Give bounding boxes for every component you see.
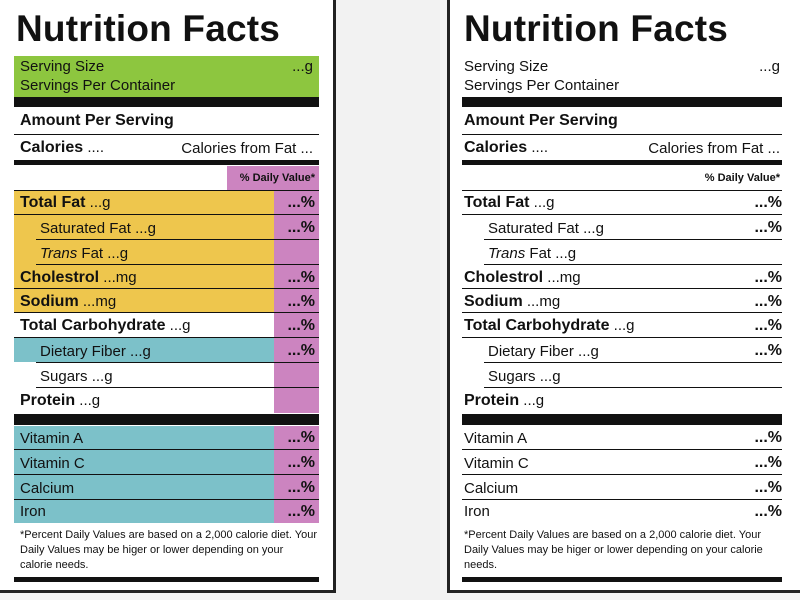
divider — [14, 134, 319, 135]
vitamin-row: Iron ...% — [20, 502, 315, 521]
thick-divider — [462, 414, 782, 425]
vitamin-row: Iron ...% — [464, 502, 782, 521]
serving-size-label: Serving Size — [20, 58, 105, 75]
serving-size-value: ...g — [759, 58, 780, 75]
dietary-fiber-row: Dietary Fiber ...g ...% — [462, 339, 782, 363]
serving-section: Serving Size ...g Servings Per Container — [462, 56, 782, 97]
divider — [462, 134, 782, 135]
protein-row: Protein ...g — [20, 392, 101, 409]
daily-value-header-row: % Daily Value* — [14, 166, 319, 190]
dietary-fiber-row: Dietary Fiber ...g ...% — [14, 339, 319, 363]
footnote: *Percent Daily Values are based on a 2,0… — [464, 529, 763, 571]
serving-size-value: ...g — [292, 58, 313, 75]
label-title: Nutrition Facts — [16, 8, 281, 49]
saturated-fat-row: Saturated Fat ...g ...% — [14, 216, 319, 240]
servings-per-container-label: Servings Per Container — [20, 77, 176, 94]
trans-fat-row: Trans Fat ...g — [14, 241, 319, 265]
calories-row: Calories .... Calories from Fat ... — [464, 139, 780, 157]
vitamin-row: Vitamin C ...% — [14, 451, 319, 475]
saturated-fat-row: Saturated Fat ...g ...% — [462, 216, 782, 240]
bottom-divider — [14, 577, 319, 582]
total-carbohydrate-row: Total Carbohydrate ...g ...% — [462, 314, 782, 338]
fiber-bg — [14, 338, 274, 362]
total-fat-row: Total Fat ...g ...% — [14, 191, 319, 215]
amount-per-serving: Amount Per Serving — [20, 112, 174, 129]
servings-per-container-label: Servings Per Container — [464, 77, 620, 94]
daily-value-header-row: % Daily Value* — [462, 166, 782, 190]
serving-size-label: Serving Size — [464, 58, 549, 75]
vitamin-row: Calcium ...% — [462, 476, 782, 500]
fat-section-bg — [14, 191, 319, 313]
nutrition-label-colored: Nutrition Facts Serving Size ...g Servin… — [0, 0, 336, 593]
thick-divider — [14, 97, 319, 107]
trans-fat-row: Trans Fat ...g — [462, 241, 782, 265]
serving-section: Serving Size ...g Servings Per Container — [14, 56, 319, 97]
vitamin-row: Vitamin C ...% — [462, 451, 782, 475]
bottom-divider — [462, 577, 782, 582]
thick-divider — [462, 97, 782, 107]
sodium-row: Sodium ...mg ...% — [14, 290, 319, 313]
calories-row: Calories .... Calories from Fat ... — [20, 139, 313, 157]
amount-per-serving: Amount Per Serving — [464, 112, 618, 129]
sugars-row: Sugars ...g — [14, 364, 319, 388]
daily-value-header: % Daily Value* — [239, 172, 315, 184]
daily-value-header: % Daily Value* — [704, 172, 780, 184]
daily-value-column — [274, 191, 319, 413]
cholestrol-row: Cholestrol ...mg ...% — [14, 266, 319, 289]
thick-divider — [14, 414, 319, 425]
vitamin-row: Vitamin A ...% — [462, 426, 782, 450]
sugars-row: Sugars ...g — [462, 364, 782, 388]
footnote: *Percent Daily Values are based on a 2,0… — [20, 529, 317, 571]
vitamin-row: Vitamin A ...% — [14, 426, 319, 450]
total-fat-row: Total Fat ...g ...% — [462, 191, 782, 215]
divider — [14, 190, 319, 191]
vitamin-row: Calcium ...% — [14, 476, 319, 500]
medium-divider — [462, 160, 782, 165]
sodium-row: Sodium ...mg ...% — [462, 290, 782, 313]
divider — [462, 190, 782, 191]
cholestrol-row: Cholestrol ...mg ...% — [462, 266, 782, 289]
protein-row: Protein ...g — [464, 392, 545, 409]
medium-divider — [14, 160, 319, 165]
label-title: Nutrition Facts — [464, 8, 729, 49]
nutrition-label-plain: Nutrition Facts Serving Size ...g Servin… — [447, 0, 800, 593]
total-carbohydrate-row: Total Carbohydrate ...g ...% — [14, 314, 319, 338]
